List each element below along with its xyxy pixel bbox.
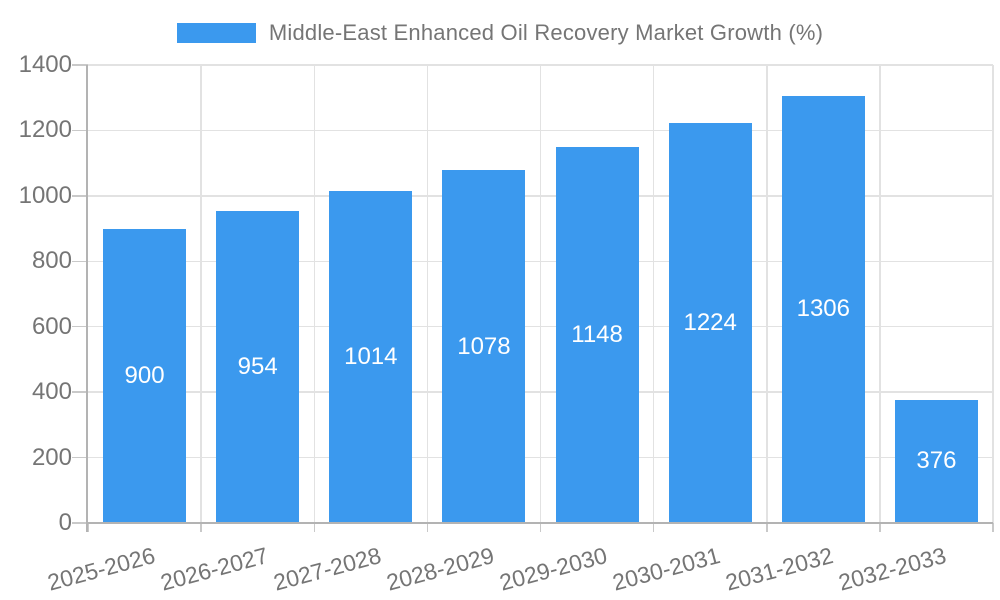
gridline-x-7 [879,65,881,523]
ytick-label-400: 400 [31,378,72,406]
x-axis-line [88,522,993,524]
ytick-label-200: 200 [31,443,72,471]
ytick-label-1400: 1400 [18,51,72,78]
xtick-label-2029-2030: 2029-2030 [496,542,610,596]
bar-value-label: 1148 [571,321,623,349]
legend-label: Middle-East Enhanced Oil Recovery Market… [268,20,824,45]
xtick-label-2026-2027: 2026-2027 [157,542,271,596]
bar-value-label: 954 [237,352,278,380]
ytick-1000 [72,195,88,197]
ytick-1400 [72,64,88,66]
xtick-0 [87,523,89,532]
ytick-800 [72,260,88,263]
xtick-3 [426,523,429,532]
bar-value-label: 376 [916,447,957,475]
ytick-label-800: 800 [31,247,72,275]
ytick-400 [72,391,88,393]
xtick-8 [992,523,994,532]
xtick-1 [200,523,202,532]
gridline-x-2 [313,65,315,523]
legend-swatch [176,23,256,43]
gridline-x-5 [652,65,655,523]
xtick-5 [652,523,655,532]
y-axis-line [86,65,88,532]
xtick-label-2025-2026: 2025-2026 [44,542,158,596]
xtick-label-2031-2032: 2031-2032 [723,542,837,596]
bar-2031-2032[interactable]: 1306 [781,95,865,523]
gridline-x-8 [992,65,994,523]
ytick-label-0: 0 [58,509,72,536]
gridline-x-4 [539,65,542,523]
xtick-2 [313,523,315,532]
bar-2030-2031[interactable]: 1224 [668,122,752,523]
xtick-label-2032-2033: 2032-2033 [836,542,950,596]
bar-value-label: 1224 [683,308,737,336]
bar-2025-2026[interactable]: 900 [103,228,187,523]
ytick-0 [72,522,88,524]
gridline-x-1 [200,65,202,523]
bar-2027-2028[interactable]: 1014 [329,191,413,523]
bar-value-label: 900 [124,361,165,389]
legend[interactable]: Middle-East Enhanced Oil Recovery Market… [0,19,1000,47]
xtick-label-2028-2029: 2028-2029 [383,542,497,596]
xtick-label-2027-2028: 2027-2028 [270,542,384,596]
xtick-label-2030-2031: 2030-2031 [609,542,723,596]
bar-value-label: 1078 [457,332,511,360]
xtick-7 [879,523,881,532]
bar-2028-2029[interactable]: 1078 [442,170,526,523]
ytick-label-1000: 1000 [18,181,72,209]
gridline-x-6 [766,65,768,523]
ytick-label-1200: 1200 [18,116,72,144]
bar-2032-2033[interactable]: 376 [894,399,978,523]
bar-2029-2030[interactable]: 1148 [555,147,639,523]
ytick-label-600: 600 [31,312,72,340]
bar-value-label: 1014 [344,343,398,371]
bar-value-label: 1306 [796,295,850,323]
ytick-600 [72,325,88,328]
xtick-4 [539,523,542,532]
ytick-200 [72,456,88,459]
ytick-1200 [72,129,88,132]
gridline-x-3 [426,65,429,523]
bar-2026-2027[interactable]: 954 [216,210,300,523]
xtick-6 [766,523,768,532]
